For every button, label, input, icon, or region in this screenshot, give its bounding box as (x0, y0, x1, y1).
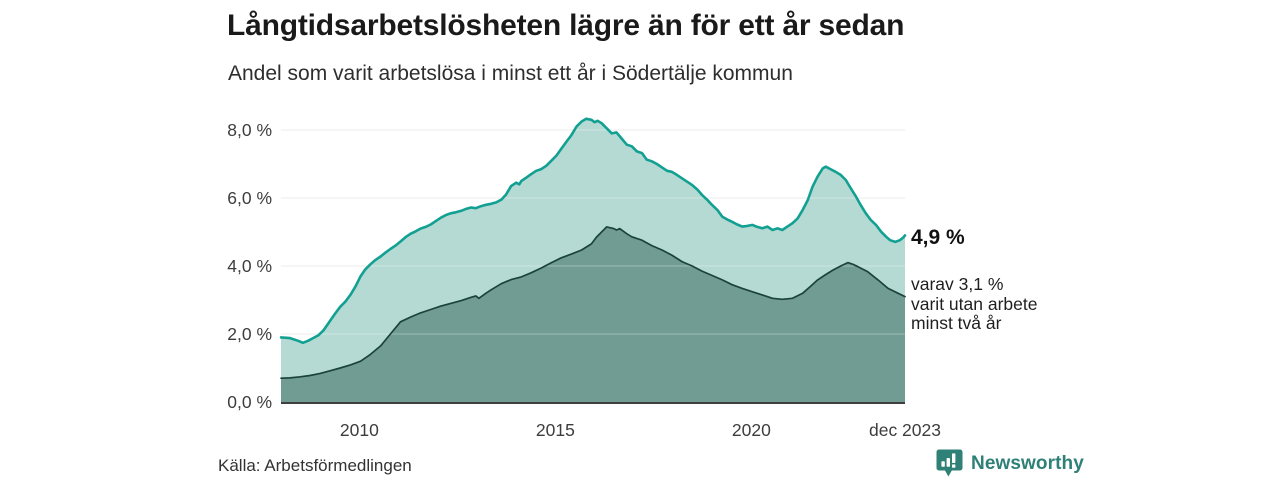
chart-subtitle: Andel som varit arbetslösa i minst ett å… (228, 62, 793, 85)
brand-lockup: Newsworthy (936, 449, 1084, 479)
y-tick-label: 6,0 % (227, 188, 272, 208)
secondary-annotation-line: minst två år (911, 313, 1002, 333)
y-tick-label: 0,0 % (227, 392, 272, 412)
end-value-annotation: 4,9 % (911, 226, 965, 249)
y-tick-label: 8,0 % (227, 120, 272, 140)
chart-title: Långtidsarbetslösheten lägre än för ett … (227, 9, 905, 42)
y-tick-label: 2,0 % (227, 324, 272, 344)
x-tick-label: 2010 (339, 420, 379, 440)
secondary-annotation: varav 3,1 % varit utan arbete minst två … (911, 274, 1038, 334)
x-tick-label: dec 2023 (868, 420, 941, 440)
x-tick-label: 2020 (731, 420, 771, 440)
x-tick-label: 2015 (535, 420, 575, 440)
y-tick-label: 4,0 % (227, 256, 272, 276)
secondary-annotation-line: varit utan arbete (911, 293, 1038, 314)
line-unemployed-one-year (279, 117, 907, 345)
newsworthy-logo-icon (936, 449, 963, 477)
secondary-annotation-line: varav 3,1 % (911, 274, 1004, 294)
source-note: Källa: Arbetsförmedlingen (218, 456, 412, 475)
line-unemployed-two-years (280, 226, 906, 380)
brand-name: Newsworthy (971, 453, 1084, 474)
area-unemployed-two-years (281, 226, 905, 402)
